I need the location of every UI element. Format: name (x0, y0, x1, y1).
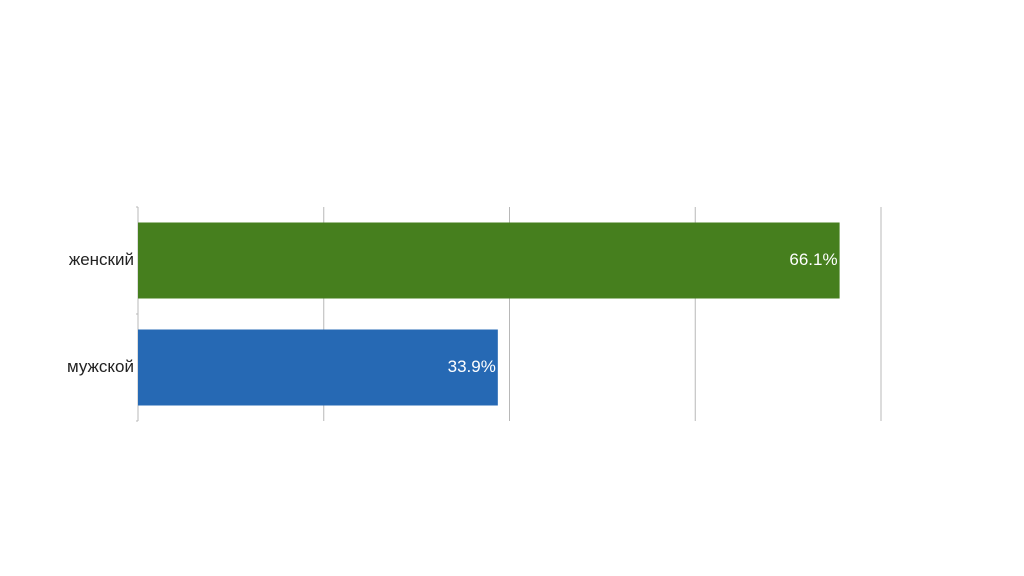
bar (138, 222, 840, 299)
value-label: 33.9% (448, 357, 496, 376)
y-tick-label: мужской (67, 357, 134, 376)
value-label: 66.1% (789, 250, 837, 269)
y-tick-label: женский (69, 250, 134, 269)
bar (138, 329, 498, 406)
